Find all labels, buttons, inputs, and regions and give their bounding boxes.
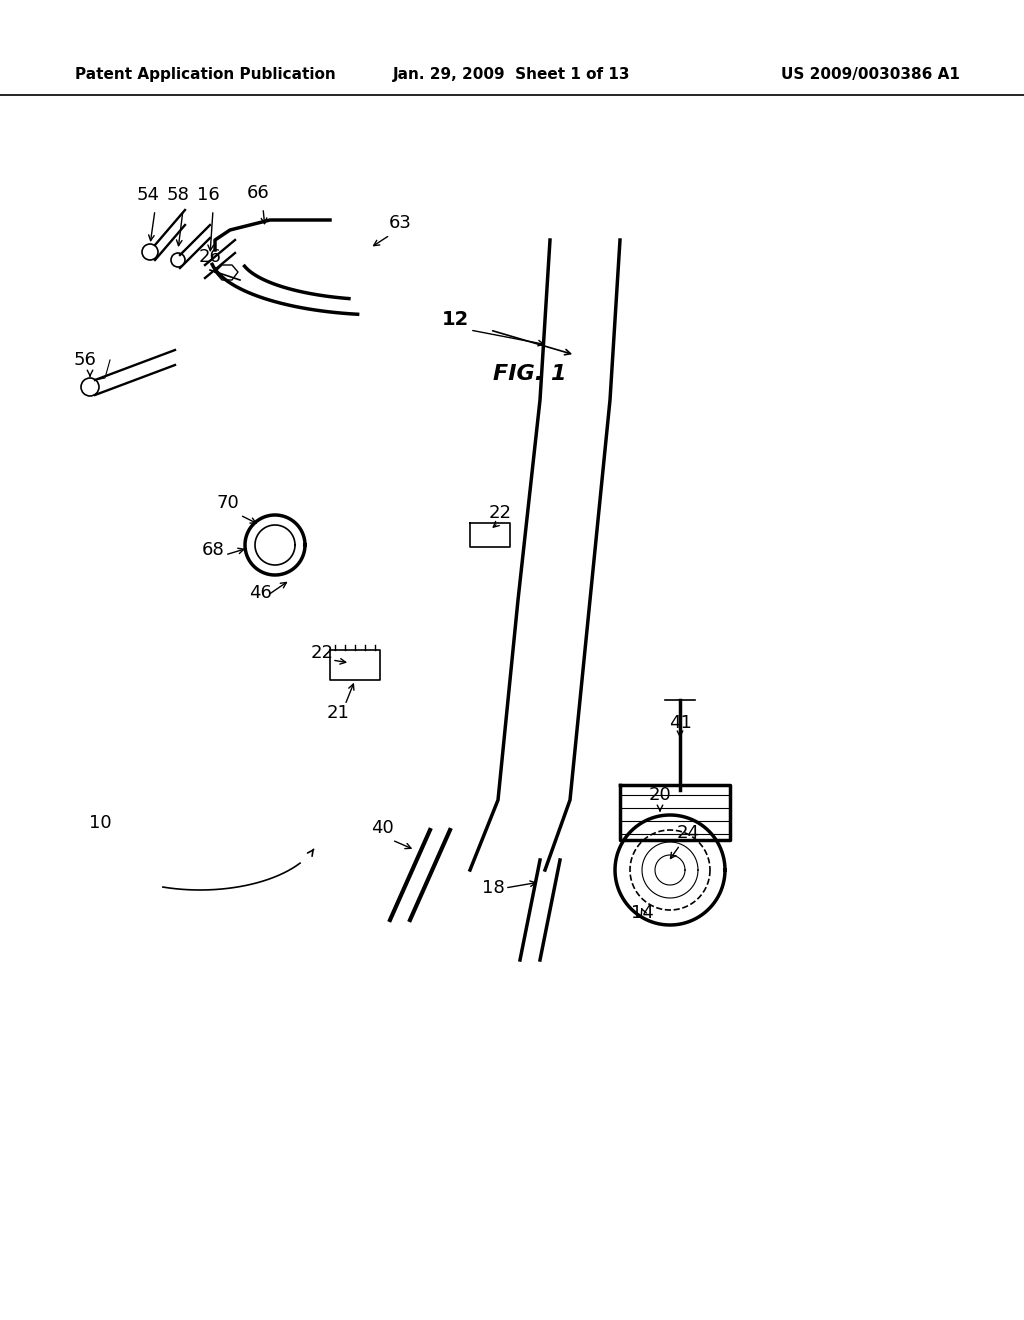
Text: 56: 56	[74, 351, 96, 370]
Text: 70: 70	[217, 494, 240, 512]
Text: 41: 41	[669, 714, 691, 733]
Text: 46: 46	[249, 583, 271, 602]
Text: 63: 63	[388, 214, 412, 232]
Text: 16: 16	[197, 186, 219, 205]
Text: 20: 20	[648, 785, 672, 804]
Text: 68: 68	[202, 541, 224, 558]
Text: 40: 40	[371, 818, 393, 837]
Text: 12: 12	[443, 312, 467, 329]
Text: 24: 24	[677, 824, 699, 842]
Text: 26: 26	[199, 248, 221, 267]
Text: 10: 10	[89, 814, 112, 832]
Text: US 2009/0030386 A1: US 2009/0030386 A1	[781, 67, 961, 82]
Text: 66: 66	[247, 183, 269, 202]
Text: 58: 58	[167, 186, 189, 205]
Text: FIG. 1: FIG. 1	[494, 364, 566, 384]
Text: 21: 21	[327, 704, 349, 722]
Text: 12: 12	[441, 310, 469, 329]
Text: 54: 54	[136, 186, 160, 205]
Text: 22: 22	[310, 644, 334, 663]
Text: Patent Application Publication: Patent Application Publication	[75, 67, 336, 82]
Text: 14: 14	[631, 904, 653, 921]
Text: 18: 18	[481, 879, 505, 898]
Text: Jan. 29, 2009  Sheet 1 of 13: Jan. 29, 2009 Sheet 1 of 13	[393, 67, 631, 82]
Text: 22: 22	[488, 504, 512, 521]
